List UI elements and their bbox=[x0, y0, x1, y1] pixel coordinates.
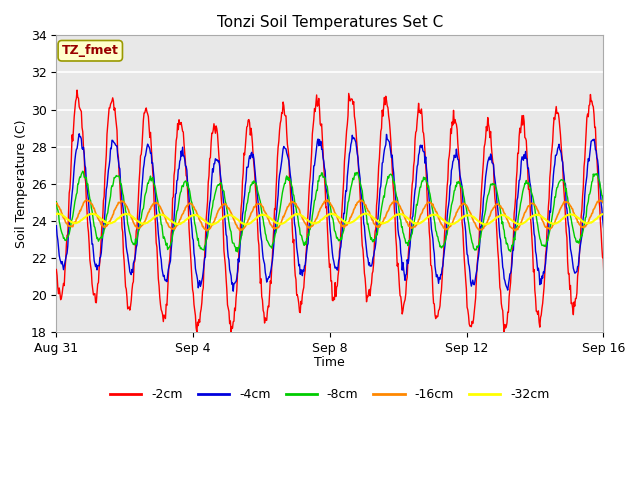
-16cm bbox=[403, 219, 410, 225]
-16cm bbox=[52, 200, 60, 206]
-4cm bbox=[354, 155, 362, 161]
-16cm bbox=[170, 225, 178, 231]
-16cm bbox=[353, 200, 361, 205]
-8cm bbox=[498, 221, 506, 227]
-32cm bbox=[515, 222, 523, 228]
-2cm bbox=[193, 329, 201, 335]
Title: Tonzi Soil Temperatures Set C: Tonzi Soil Temperatures Set C bbox=[217, 15, 443, 30]
-32cm bbox=[362, 211, 370, 216]
-4cm bbox=[623, 131, 631, 136]
-4cm bbox=[497, 248, 505, 254]
-4cm bbox=[229, 288, 237, 294]
-16cm bbox=[512, 228, 520, 234]
-2cm bbox=[355, 169, 362, 175]
-16cm bbox=[131, 222, 139, 228]
-2cm bbox=[120, 250, 127, 255]
-2cm bbox=[132, 242, 140, 248]
-32cm bbox=[497, 212, 505, 218]
-16cm bbox=[497, 203, 504, 209]
-8cm bbox=[355, 174, 362, 180]
-2cm bbox=[73, 87, 81, 93]
-4cm bbox=[119, 202, 127, 208]
-32cm bbox=[119, 212, 127, 217]
-2cm bbox=[634, 264, 640, 269]
-8cm bbox=[171, 223, 179, 228]
-32cm bbox=[131, 216, 139, 221]
-32cm bbox=[170, 220, 178, 226]
-8cm bbox=[634, 199, 640, 205]
-4cm bbox=[634, 224, 640, 229]
-8cm bbox=[234, 249, 241, 255]
-8cm bbox=[132, 236, 140, 242]
-32cm bbox=[52, 211, 60, 217]
-8cm bbox=[120, 193, 127, 199]
-2cm bbox=[171, 167, 179, 173]
-32cm bbox=[634, 211, 640, 217]
Legend: -2cm, -4cm, -8cm, -16cm, -32cm: -2cm, -4cm, -8cm, -16cm, -32cm bbox=[105, 383, 555, 406]
-16cm bbox=[119, 198, 127, 204]
Text: TZ_fmet: TZ_fmet bbox=[62, 44, 118, 57]
X-axis label: Time: Time bbox=[314, 357, 345, 370]
Line: -32cm: -32cm bbox=[56, 214, 637, 225]
-32cm bbox=[403, 215, 411, 221]
-16cm bbox=[630, 196, 638, 202]
-32cm bbox=[353, 216, 361, 221]
-2cm bbox=[52, 266, 60, 272]
-4cm bbox=[52, 223, 60, 228]
Line: -4cm: -4cm bbox=[56, 133, 637, 291]
Line: -16cm: -16cm bbox=[56, 199, 637, 231]
-8cm bbox=[79, 168, 86, 174]
Line: -8cm: -8cm bbox=[56, 171, 637, 252]
-2cm bbox=[498, 305, 506, 311]
-4cm bbox=[170, 216, 178, 222]
Line: -2cm: -2cm bbox=[56, 90, 637, 332]
-16cm bbox=[634, 200, 640, 206]
-8cm bbox=[52, 199, 60, 204]
-4cm bbox=[131, 256, 139, 262]
-2cm bbox=[404, 258, 412, 264]
Y-axis label: Soil Temperature (C): Soil Temperature (C) bbox=[15, 120, 28, 248]
-8cm bbox=[404, 243, 412, 249]
-4cm bbox=[403, 257, 411, 263]
